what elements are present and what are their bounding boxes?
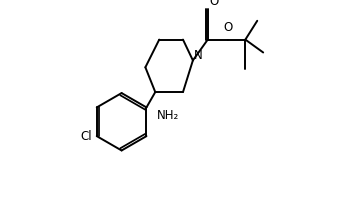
Text: N: N xyxy=(194,49,202,62)
Text: O: O xyxy=(209,0,218,8)
Text: Cl: Cl xyxy=(80,130,92,143)
Text: O: O xyxy=(223,21,232,34)
Text: NH₂: NH₂ xyxy=(157,109,179,122)
